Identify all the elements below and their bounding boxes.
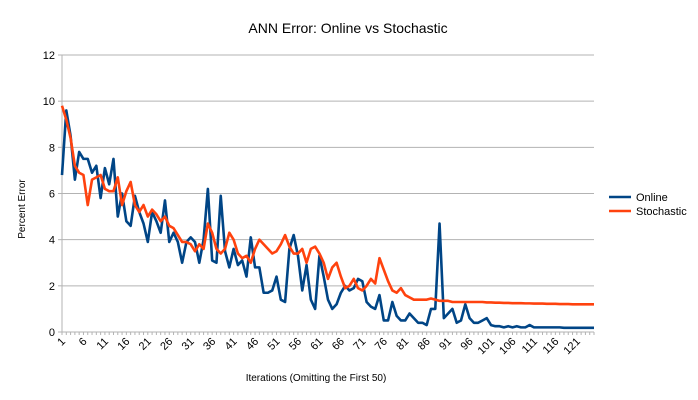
x-tick-label: 46 (244, 336, 261, 353)
x-tick-label: 96 (459, 336, 476, 353)
x-tick-label: 6 (77, 336, 90, 349)
x-axis-title: Iterations (Omitting the First 50) (246, 373, 387, 384)
x-tick-label: 116 (541, 336, 562, 357)
x-tick-label: 66 (330, 336, 347, 353)
x-tick-label: 41 (223, 336, 240, 353)
x-tick-label: 106 (497, 336, 518, 357)
y-axis-ticks: 0 2 4 6 8 10 12 (43, 50, 62, 339)
x-tick-label: 76 (373, 336, 390, 353)
x-axis-ticks: 1 6 11 16 21 26 31 36 41 46 51 56 61 66 71 76 81 86 91 96 10… (55, 332, 595, 357)
x-tick-label: 21 (137, 336, 154, 353)
x-tick-label: 1 (55, 336, 68, 349)
y-tick-label: 10 (43, 96, 55, 108)
y-tick-label: 2 (49, 281, 55, 293)
x-tick-label: 31 (180, 336, 197, 353)
y-axis-title: Percent Error (17, 179, 28, 239)
series-line-stochastic (60, 105, 594, 306)
y-tick-label: 4 (49, 235, 55, 247)
x-tick-label: 101 (476, 336, 497, 357)
x-tick-label: 36 (201, 336, 218, 353)
y-tick-label: 12 (43, 50, 55, 62)
legend: Online Stochastic (609, 192, 687, 218)
x-tick-label: 121 (561, 336, 582, 357)
chart-title: ANN Error: Online vs Stochastic (248, 20, 447, 36)
y-tick-label: 8 (49, 142, 55, 154)
legend-label-stochastic: Stochastic (636, 206, 687, 218)
y-tick-label: 6 (49, 189, 55, 201)
x-tick-label: 81 (394, 336, 411, 353)
x-tick-label: 56 (287, 336, 304, 353)
x-tick-label: 16 (115, 336, 132, 353)
x-tick-label: 11 (94, 336, 111, 353)
x-tick-label: 51 (265, 336, 282, 353)
x-tick-label: 91 (437, 336, 454, 353)
y-tick-label: 0 (49, 327, 55, 339)
x-tick-label: 71 (351, 336, 368, 353)
series-line-online (60, 109, 594, 330)
legend-label-online: Online (636, 192, 668, 204)
series-layer (60, 105, 594, 330)
x-tick-label: 111 (520, 336, 540, 356)
x-tick-label: 26 (158, 336, 175, 353)
grid-lines (62, 54, 594, 287)
x-tick-label: 61 (308, 336, 325, 353)
x-tick-label: 86 (416, 336, 433, 353)
